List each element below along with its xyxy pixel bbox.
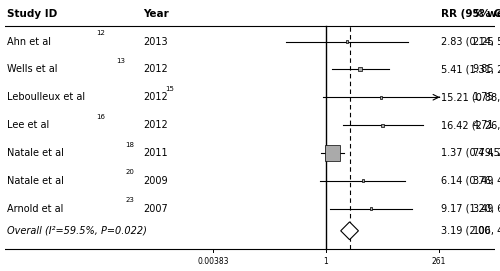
Text: 2013: 2013 [143, 37, 168, 47]
Text: 20: 20 [126, 169, 134, 175]
Text: 3.19 (2.06, 4.94): 3.19 (2.06, 4.94) [442, 226, 500, 236]
Text: Study ID: Study ID [7, 9, 58, 19]
Text: 74.45: 74.45 [472, 148, 500, 158]
Text: 9.17 (1.20, 69.86): 9.17 (1.20, 69.86) [442, 204, 500, 214]
Text: 1.75: 1.75 [472, 92, 494, 102]
Text: 2012: 2012 [143, 92, 168, 102]
Text: 15.21 (0.88, 261.40): 15.21 (0.88, 261.40) [442, 92, 500, 102]
Bar [380, 96, 382, 99]
Bar [382, 124, 384, 127]
Text: 16: 16 [96, 114, 105, 120]
Text: 261: 261 [432, 257, 446, 266]
Text: 6.14 (0.76, 49.94): 6.14 (0.76, 49.94) [442, 176, 500, 186]
Bar [358, 67, 362, 72]
Text: 100: 100 [472, 226, 491, 236]
Bar [370, 207, 372, 210]
Text: Wells et al: Wells et al [7, 64, 58, 75]
Text: 2012: 2012 [143, 120, 168, 130]
Text: Natale et al: Natale et al [7, 176, 64, 186]
Text: 2.83 (0.14, 57.58): 2.83 (0.14, 57.58) [442, 37, 500, 47]
Text: 2009: 2009 [143, 176, 168, 186]
Bar [346, 40, 348, 43]
Text: 2011: 2011 [143, 148, 168, 158]
Text: 1.37 (0.79, 2.37): 1.37 (0.79, 2.37) [442, 148, 500, 158]
Text: Year: Year [143, 9, 169, 19]
Text: 3.49: 3.49 [472, 204, 494, 214]
Text: 18: 18 [126, 141, 134, 147]
Text: Lee et al: Lee et al [7, 120, 50, 130]
Text: 1: 1 [324, 257, 328, 266]
Polygon shape [340, 222, 358, 240]
Text: Arnold et al: Arnold et al [7, 204, 64, 214]
Bar [362, 179, 364, 182]
Text: 9.85: 9.85 [472, 64, 494, 75]
Text: 2007: 2007 [143, 204, 168, 214]
Text: Natale et al: Natale et al [7, 148, 64, 158]
Text: 5.41 (1.31, 22.41): 5.41 (1.31, 22.41) [442, 64, 500, 75]
Text: Leboulleux et al: Leboulleux et al [7, 92, 85, 102]
Text: 2012: 2012 [143, 64, 168, 75]
Text: 13: 13 [116, 58, 124, 64]
Text: 3.49: 3.49 [472, 176, 494, 186]
Bar [325, 145, 340, 161]
Text: Ahn et al: Ahn et al [7, 37, 51, 47]
Text: 4.71: 4.71 [472, 120, 494, 130]
Text: 15: 15 [165, 86, 174, 92]
Text: 0.00383: 0.00383 [198, 257, 229, 266]
Text: % weight: % weight [472, 9, 500, 19]
Text: 2.25: 2.25 [472, 37, 494, 47]
Text: RR (95% CI): RR (95% CI) [442, 9, 500, 19]
Text: Overall (I²=59.5%, P=0.022): Overall (I²=59.5%, P=0.022) [7, 226, 147, 236]
Text: 12: 12 [96, 30, 105, 36]
Text: 23: 23 [126, 197, 134, 203]
Text: 16.42 (2.26, 119.49): 16.42 (2.26, 119.49) [442, 120, 500, 130]
